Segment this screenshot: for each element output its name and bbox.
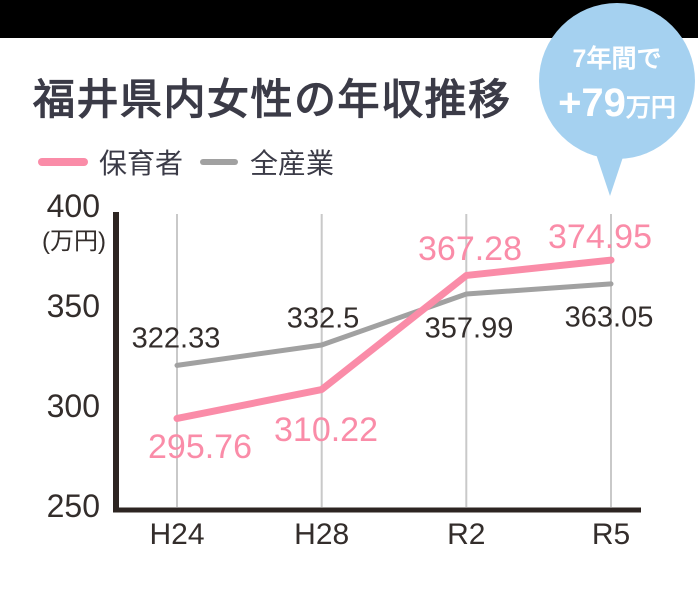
y-axis-unit: (万円) bbox=[42, 228, 106, 255]
legend-label-zensangyo: 全産業 bbox=[250, 148, 335, 179]
value-label-zensangyo-r5: 363.05 bbox=[564, 301, 654, 334]
value-label-hoikusha-h24: 295.76 bbox=[148, 428, 252, 466]
legend-label-hoikusha: 保育者 bbox=[99, 148, 184, 179]
x-tick-r5: R5 bbox=[591, 518, 631, 551]
legend: 保育者 全産業 bbox=[38, 146, 334, 179]
badge-balloon: 7年間で +79 万円 bbox=[539, 3, 695, 159]
value-label-zensangyo-r2: 357.99 bbox=[424, 312, 514, 345]
legend-swatch-zensangyo bbox=[200, 159, 239, 165]
value-label-zensangyo-h24: 322.33 bbox=[131, 322, 221, 355]
y-tick-250: 250 bbox=[46, 488, 100, 524]
x-tick-r2: R2 bbox=[447, 518, 486, 551]
y-tick-300: 300 bbox=[46, 388, 100, 424]
value-label-hoikusha-r5: 374.95 bbox=[548, 218, 652, 256]
value-label-zensangyo-h28: 332.5 bbox=[286, 302, 360, 335]
chart-title: 福井県内女性の年収推移 bbox=[33, 76, 512, 123]
x-tick-h24: H24 bbox=[149, 518, 205, 551]
badge-value: +79 bbox=[558, 81, 626, 125]
badge-unit: 万円 bbox=[625, 94, 676, 122]
series-line-hoikusha bbox=[173, 256, 615, 422]
value-label-hoikusha-r2: 367.28 bbox=[418, 230, 522, 268]
legend-swatch-hoikusha bbox=[38, 158, 88, 166]
value-label-hoikusha-h28: 310.22 bbox=[274, 411, 378, 449]
badge-line1: 7年間で bbox=[572, 45, 662, 73]
x-tick-h28: H28 bbox=[294, 518, 350, 551]
badge-line2: +79 万円 bbox=[539, 81, 695, 125]
y-tick-400: 400 bbox=[46, 188, 100, 224]
y-tick-350: 350 bbox=[46, 288, 100, 324]
series-line-zensangyo bbox=[174, 281, 614, 368]
